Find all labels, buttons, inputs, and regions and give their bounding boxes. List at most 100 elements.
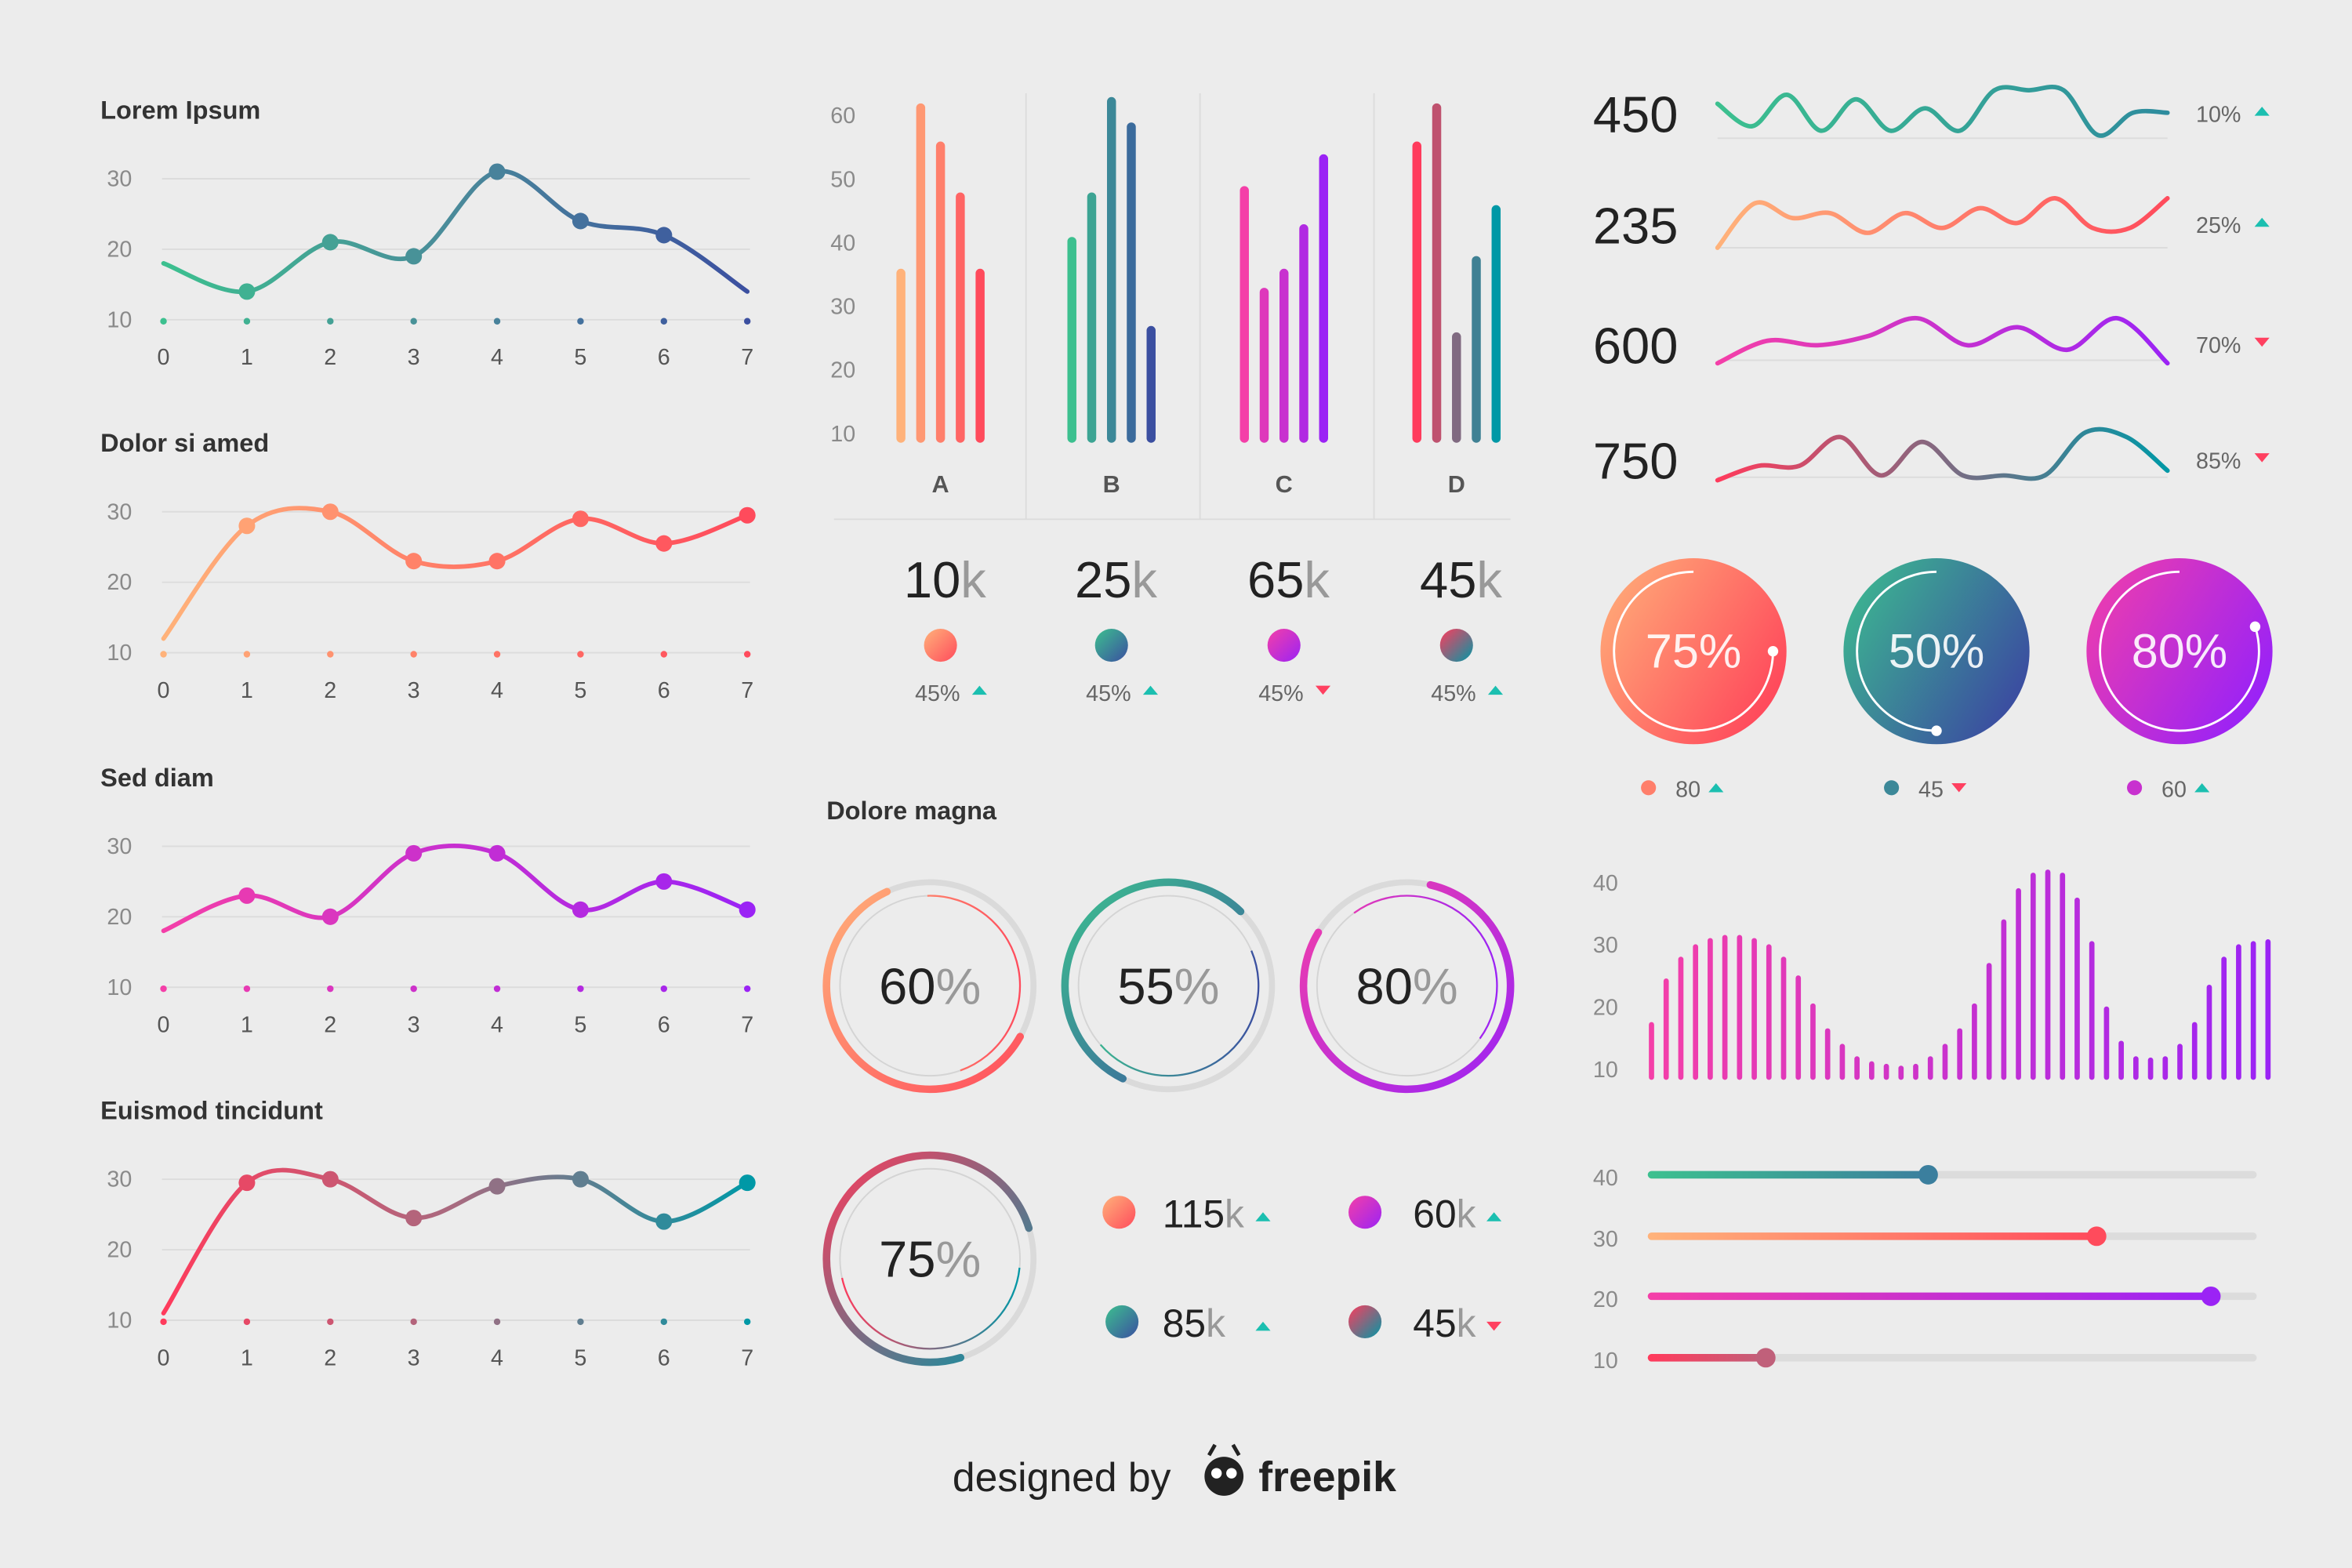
y-tick-label: 20 bbox=[107, 905, 132, 930]
baseline-dot bbox=[493, 651, 501, 658]
legend-dot bbox=[924, 628, 957, 662]
sparkline-row-3: 600 70% bbox=[1593, 316, 2270, 374]
freepik-bee-icon bbox=[1204, 1443, 1244, 1496]
x-tick-label: 3 bbox=[408, 1345, 420, 1370]
data-point bbox=[321, 234, 339, 251]
y-tick-label: 20 bbox=[830, 358, 855, 383]
x-tick-label: 3 bbox=[408, 1013, 420, 1038]
donut-fill bbox=[2086, 558, 2273, 745]
baseline-dot bbox=[660, 651, 668, 658]
stat-value: 85k bbox=[1163, 1301, 1225, 1345]
y-tick-label: 20 bbox=[1593, 996, 1618, 1021]
ring-number: 60 bbox=[879, 957, 935, 1014]
credit-text: designed by bbox=[953, 1454, 1171, 1500]
legend-dot bbox=[1348, 1305, 1382, 1338]
bar-group-D: D 45k 45% bbox=[1412, 103, 1504, 706]
sparkline bbox=[1715, 195, 2170, 250]
ring-progress bbox=[822, 1151, 1033, 1367]
sparkline-value: 600 bbox=[1593, 317, 1679, 374]
data-point bbox=[405, 553, 423, 570]
x-tick-label: 6 bbox=[658, 1013, 670, 1038]
y-tick-label: 50 bbox=[830, 167, 855, 192]
category-label: D bbox=[1448, 471, 1465, 498]
x-tick-label: 5 bbox=[574, 678, 586, 703]
slider-handle[interactable] bbox=[2201, 1286, 2221, 1306]
trend-down-icon bbox=[2254, 337, 2270, 347]
baseline-dot bbox=[160, 1318, 167, 1326]
slider-handle[interactable] bbox=[1918, 1164, 1938, 1185]
x-tick-label: 7 bbox=[741, 1345, 753, 1370]
line-chart-2: Dolor si amed 10 20 30 0 1 2 3 4 5 6 7 bbox=[100, 429, 756, 703]
x-tick-label: 3 bbox=[408, 345, 420, 370]
data-point bbox=[572, 1171, 589, 1188]
legend-dot bbox=[1105, 1305, 1139, 1338]
total-unit: k bbox=[1476, 551, 1502, 608]
slider-label: 20 bbox=[1593, 1287, 1618, 1312]
change-label: 10% bbox=[2196, 102, 2241, 127]
x-tick-label: 0 bbox=[158, 1345, 170, 1370]
category-label: A bbox=[932, 471, 949, 498]
data-point bbox=[405, 844, 423, 862]
baseline-dot bbox=[243, 318, 251, 325]
sparkline-value: 235 bbox=[1593, 197, 1679, 254]
slider-3: 20 bbox=[1593, 1286, 2257, 1312]
stat-number: 85 bbox=[1163, 1301, 1206, 1345]
legend-dot bbox=[1884, 780, 1900, 796]
total-value: 25 bbox=[1075, 551, 1131, 608]
slider-label: 40 bbox=[1593, 1166, 1618, 1191]
total-value: 65 bbox=[1247, 551, 1304, 608]
slider-handle[interactable] bbox=[2086, 1226, 2107, 1247]
baseline-dot bbox=[660, 318, 668, 325]
stat-unit: k bbox=[1206, 1301, 1225, 1345]
baseline-dot bbox=[160, 651, 167, 658]
ring-percent: 80% bbox=[1356, 957, 1458, 1014]
baseline-dot bbox=[327, 318, 334, 325]
change-label: 45% bbox=[1258, 681, 1303, 706]
legend-dot bbox=[2127, 780, 2143, 796]
trend-up-icon bbox=[1486, 1212, 1502, 1221]
category-label: C bbox=[1276, 471, 1293, 498]
legend-dot bbox=[1094, 628, 1128, 662]
y-tick-label: 40 bbox=[1593, 871, 1618, 896]
baseline-dot bbox=[160, 985, 167, 993]
donut-value: 60 bbox=[2161, 777, 2187, 802]
data-point bbox=[321, 1171, 339, 1188]
baseline-dot bbox=[410, 1318, 417, 1326]
bar-group-B: B 25k 45% bbox=[1067, 96, 1159, 706]
ring-number: 75 bbox=[879, 1231, 935, 1288]
data-point bbox=[655, 227, 673, 244]
stat-value: 115k bbox=[1163, 1192, 1244, 1236]
x-tick-label: 5 bbox=[574, 1013, 586, 1038]
data-point bbox=[739, 901, 756, 918]
y-tick-label: 20 bbox=[107, 237, 132, 262]
legend-dot bbox=[1641, 780, 1657, 796]
baseline-dot bbox=[243, 1318, 251, 1326]
legend-dot bbox=[1102, 1196, 1136, 1229]
donut-percent: 50% bbox=[1889, 625, 1985, 678]
stat-number: 45 bbox=[1413, 1301, 1456, 1345]
baseline-dot bbox=[410, 651, 417, 658]
donut-value: 45 bbox=[1918, 777, 1944, 802]
logo-eye bbox=[1226, 1468, 1237, 1479]
ring-inner-arc bbox=[840, 1267, 1021, 1350]
ring-progress bbox=[1299, 880, 1515, 1094]
donut-fill bbox=[1843, 558, 2030, 745]
data-point bbox=[238, 887, 256, 904]
ring-percent: 75% bbox=[879, 1231, 981, 1288]
change-label: 45% bbox=[1431, 681, 1475, 706]
y-tick-label: 20 bbox=[107, 1238, 132, 1263]
baseline-dot bbox=[743, 651, 751, 658]
change-label: 25% bbox=[2196, 213, 2241, 238]
slider-handle[interactable] bbox=[1755, 1348, 1776, 1368]
data-point bbox=[321, 503, 339, 521]
data-point bbox=[405, 248, 423, 265]
data-point bbox=[572, 510, 589, 528]
progress-arc bbox=[2099, 570, 2260, 732]
bar-group-A: A 10k 45% bbox=[896, 103, 987, 706]
x-tick-label: 7 bbox=[741, 1013, 753, 1038]
x-tick-label: 7 bbox=[741, 345, 753, 370]
x-tick-label: 2 bbox=[324, 1345, 336, 1370]
donut-1: 75% 80 bbox=[1600, 558, 1787, 802]
legend-dot bbox=[1267, 628, 1301, 662]
